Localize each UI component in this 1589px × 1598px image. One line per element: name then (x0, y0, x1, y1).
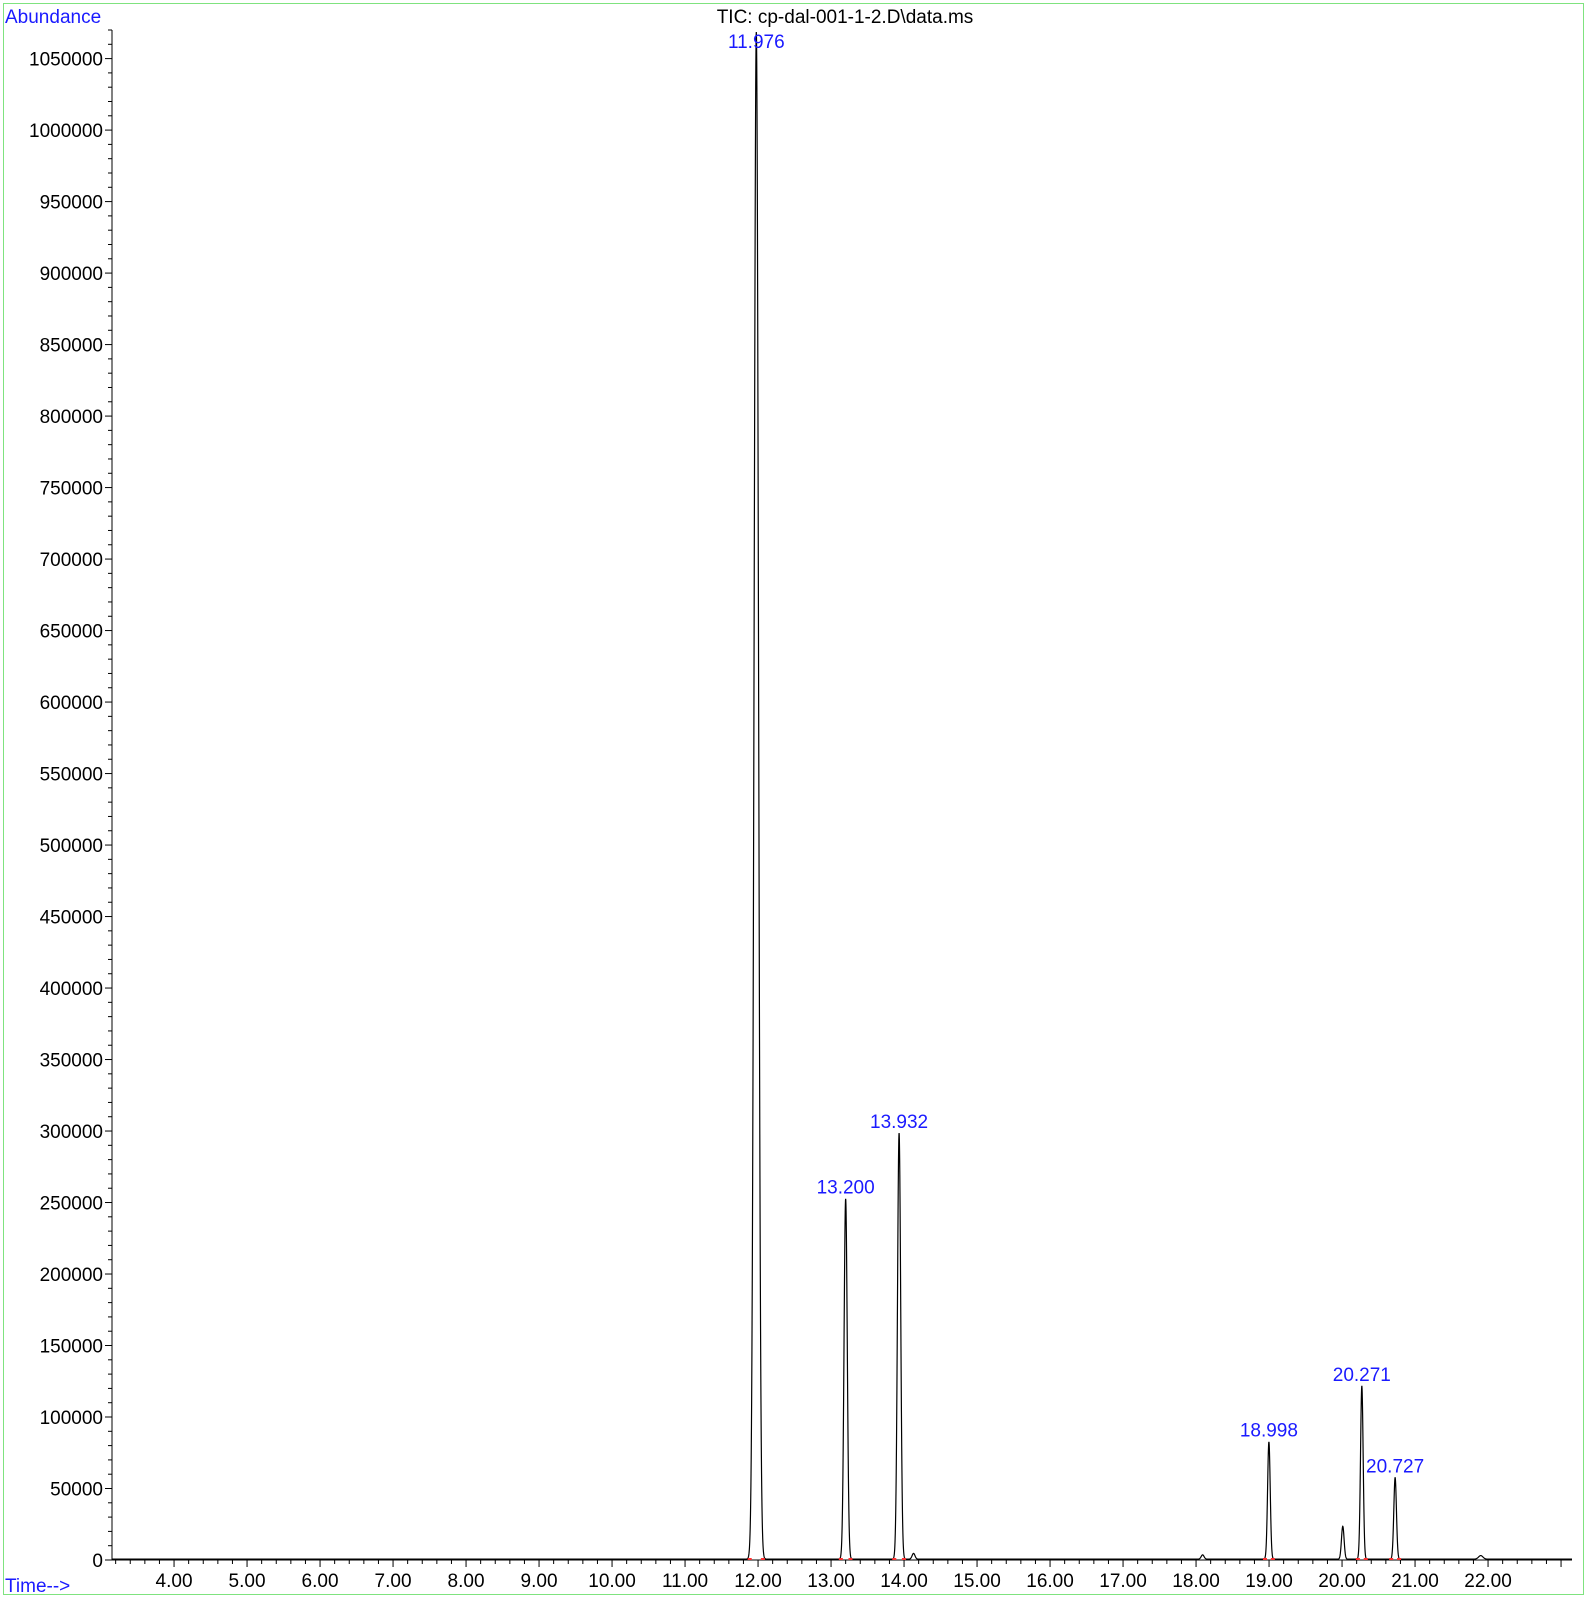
x-tick-label: 8.00 (448, 1571, 485, 1592)
x-tick-label: 11.00 (662, 1571, 708, 1592)
y-tick-label: 850000 (40, 336, 103, 357)
y-tick-label: 550000 (40, 765, 103, 786)
y-tick-label: 400000 (40, 979, 103, 1000)
y-tick-label: 250000 (40, 1194, 103, 1215)
y-tick-label: 900000 (40, 264, 103, 285)
x-tick-label: 22.00 (1464, 1571, 1512, 1592)
y-tick-label: 0 (92, 1551, 103, 1572)
x-tick-label: 21.00 (1391, 1571, 1439, 1592)
y-tick-label: 100000 (40, 1408, 103, 1429)
peak-label: 20.727 (1366, 1456, 1424, 1477)
plot-frame (3, 3, 1584, 1595)
peak-label: 13.932 (870, 1112, 928, 1133)
tic-trace (112, 31, 1572, 1560)
y-tick-label: 350000 (40, 1051, 103, 1072)
y-tick-label: 200000 (40, 1265, 103, 1286)
y-tick-label: 1050000 (29, 50, 103, 71)
y-tick-label: 450000 (40, 908, 103, 929)
x-tick-label: 13.00 (807, 1571, 855, 1592)
x-tick-label: 16.00 (1026, 1571, 1074, 1592)
x-tick-label: 17.00 (1099, 1571, 1147, 1592)
y-tick-label: 50000 (50, 1480, 103, 1501)
x-tick-label: 20.00 (1318, 1571, 1366, 1592)
x-tick-label: 10.00 (588, 1571, 636, 1592)
peak-labels: 11.976 13.200 13.932 18.998 20.271 20.727 (728, 32, 1424, 1477)
x-tick-label: 19.00 (1245, 1571, 1293, 1592)
x-tick-label: 12.00 (734, 1571, 782, 1592)
y-tick-label: 700000 (40, 550, 103, 571)
y-tick-label: 300000 (40, 1122, 103, 1143)
peak-label: 18.998 (1240, 1421, 1298, 1442)
x-tick-label: 14.00 (880, 1571, 928, 1592)
x-tick-label: 6.00 (302, 1571, 339, 1592)
x-axis-label: Time--> (5, 1576, 70, 1597)
trace-layer (112, 31, 1572, 1560)
x-tick-label: 9.00 (521, 1571, 558, 1592)
y-tick-label: 600000 (40, 693, 103, 714)
y-tick-label: 500000 (40, 836, 103, 857)
y-tick-label: 800000 (40, 407, 103, 428)
peak-label: 20.271 (1333, 1365, 1391, 1386)
y-tick-label: 650000 (40, 622, 103, 643)
peak-label: 13.200 (817, 1178, 875, 1199)
y-tick-label: 150000 (40, 1337, 103, 1358)
y-tick-label: 750000 (40, 479, 103, 500)
x-tick-label: 18.00 (1172, 1571, 1220, 1592)
x-tick-label: 5.00 (229, 1571, 266, 1592)
y-tick-label: 1000000 (29, 121, 103, 142)
x-tick-label: 7.00 (375, 1571, 412, 1592)
axes: 0 50000 100000 150000 200000 250000 300000 3500… (29, 29, 1572, 1592)
y-axis-label: Abundance (5, 7, 101, 28)
x-tick-label: 4.00 (156, 1571, 193, 1592)
chart-title: TIC: cp-dal-001-1-2.D\data.ms (717, 7, 974, 28)
peak-label: 11.976 (728, 32, 785, 53)
x-tick-label: 15.00 (953, 1571, 1001, 1592)
y-tick-label: 950000 (40, 193, 103, 214)
